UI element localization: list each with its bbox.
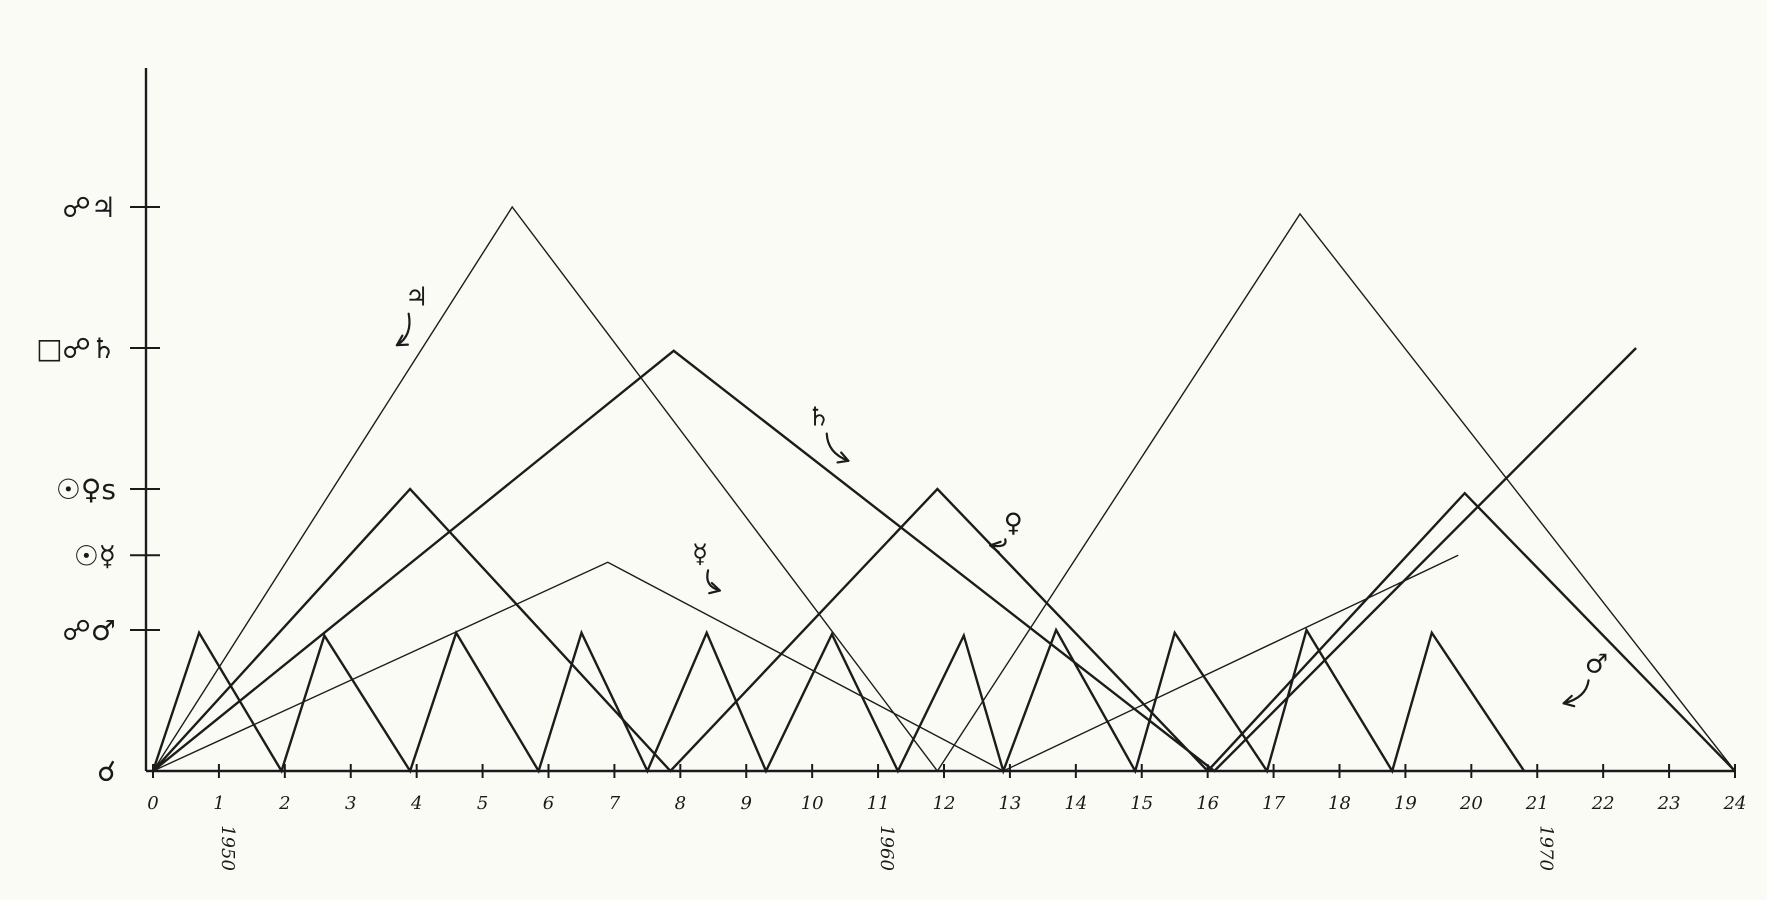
x-tick-label: 0 xyxy=(147,793,158,814)
x-tick-label: 19 xyxy=(1394,793,1417,814)
x-tick-label: 23 xyxy=(1657,793,1681,814)
series-annotation-label: ♃ xyxy=(405,283,428,313)
annotation-arrowhead xyxy=(836,451,850,464)
x-tick-label: 1 xyxy=(213,793,224,814)
year-label: 1960 xyxy=(876,825,897,871)
x-tick-label: 21 xyxy=(1525,793,1549,814)
x-tick-label: 15 xyxy=(1130,793,1153,814)
series-annotation-label: ♀ xyxy=(1004,508,1023,538)
annotation-arrow xyxy=(989,538,1007,548)
x-tick-label: 4 xyxy=(410,793,422,814)
x-tick-label: 24 xyxy=(1723,793,1747,814)
x-tick-label: 22 xyxy=(1591,793,1615,814)
x-tick-label: 9 xyxy=(741,793,752,814)
x-tick-label: 11 xyxy=(867,793,890,814)
series-annotation-label: ☿ xyxy=(692,539,708,569)
annotation-arrowhead xyxy=(1562,694,1576,708)
x-tick-label: 12 xyxy=(933,793,956,814)
series-line xyxy=(152,205,1736,773)
x-tick-label: 7 xyxy=(609,793,621,814)
series-line xyxy=(152,554,1459,772)
x-tick-label: 5 xyxy=(477,793,488,814)
annotation-arrow xyxy=(395,312,411,347)
year-label: 1970 xyxy=(1535,825,1556,871)
x-tick-label: 16 xyxy=(1196,793,1219,814)
x-tick-label: 14 xyxy=(1064,793,1087,814)
y-tick-label: ☉♀s xyxy=(56,473,116,506)
annotation-arrowhead xyxy=(395,334,409,347)
series-annotation-label: ♂ xyxy=(1585,649,1608,679)
series-annotation-label: ♄ xyxy=(807,403,830,433)
y-tick-label: ☍♃ xyxy=(63,191,116,224)
series-line xyxy=(152,487,1736,773)
year-label: 1950 xyxy=(217,825,238,871)
x-tick-label: 17 xyxy=(1262,793,1285,814)
x-tick-label: 3 xyxy=(345,793,356,814)
y-tick-label: □☍♄ xyxy=(36,332,116,365)
y-tick-label: ☍♂ xyxy=(63,614,116,647)
annotation-arrow xyxy=(825,432,850,462)
y-tick-label: ☉☿ xyxy=(74,539,116,572)
annotation-arrow xyxy=(1562,679,1590,705)
x-tick-label: 8 xyxy=(675,793,686,814)
annotation-arrowhead xyxy=(708,581,721,595)
x-tick-label: 13 xyxy=(998,793,1021,814)
x-tick-label: 6 xyxy=(543,793,554,814)
x-tick-label: 10 xyxy=(801,793,824,814)
x-tick-label: 18 xyxy=(1328,793,1351,814)
series-line xyxy=(151,627,1526,775)
y-tick-label: ☌ xyxy=(97,755,116,788)
x-tick-label: 2 xyxy=(278,793,290,814)
series-line xyxy=(152,347,1637,773)
x-tick-label: 20 xyxy=(1459,793,1483,814)
annotation-arrowhead xyxy=(989,540,1002,554)
